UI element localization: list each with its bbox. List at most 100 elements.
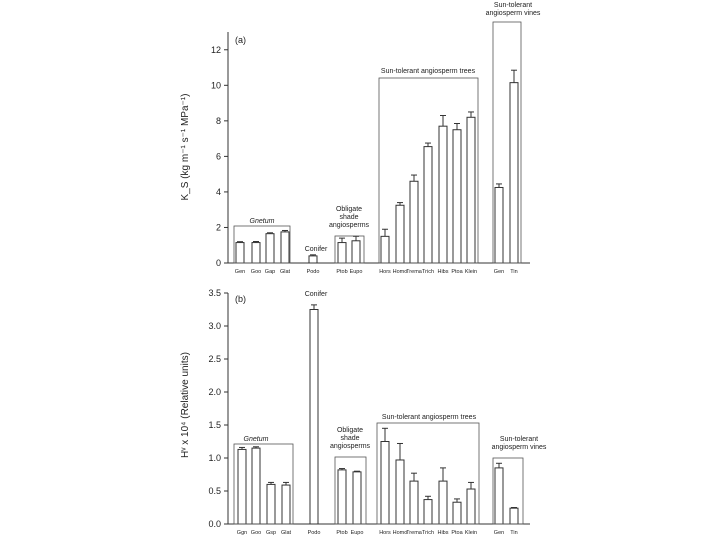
bar <box>494 467 504 525</box>
bar <box>251 242 261 264</box>
category-label: Homo <box>393 269 408 275</box>
category-label: Goo <box>251 269 261 275</box>
category-label: Glat <box>280 269 291 275</box>
category-label: Tin <box>510 530 517 536</box>
group-box <box>376 422 480 525</box>
category-label: Trich <box>422 269 434 275</box>
category-label: Ptoa <box>451 269 463 275</box>
y-axis-label: Hᵛ x 10⁴ (Relative units) <box>180 352 191 458</box>
y-tick-label: 2 <box>216 222 221 232</box>
group-label: Obligate shade angiosperms <box>329 206 370 229</box>
group-box <box>233 225 291 264</box>
y-axis-label: K_S (kg m⁻¹ s⁻¹ MPa⁻¹) <box>180 94 191 201</box>
group-label: Obligate shade angiosperms <box>330 427 371 450</box>
category-label: Gen <box>494 530 504 536</box>
bar <box>494 186 504 264</box>
group-label: Gnetum <box>250 218 275 225</box>
group-label: Sun-tolerant angiosperm trees <box>381 68 476 75</box>
group-box <box>378 77 479 264</box>
bar <box>466 116 476 264</box>
group-box <box>492 21 522 264</box>
group-box <box>492 457 524 525</box>
bar <box>438 125 448 264</box>
bar <box>309 309 319 525</box>
panel-label: (a) <box>235 35 246 45</box>
y-tick-label: 0 <box>216 258 221 268</box>
category-label: Gen <box>494 269 504 275</box>
category-label: Ptoa <box>451 530 463 536</box>
category-label: Hors <box>379 269 391 275</box>
group-label: Conifer <box>305 291 328 298</box>
bar <box>466 488 476 525</box>
category-label: Podo <box>308 530 321 536</box>
y-tick-label: 1.5 <box>208 420 221 430</box>
y-tick-label: 8 <box>216 116 221 126</box>
y-tick-label: 0.5 <box>208 486 221 496</box>
group-label: Sun-tolerant angiosperm vines <box>492 436 547 451</box>
bar <box>352 471 362 525</box>
bar <box>266 483 276 525</box>
group-label: Conifer <box>305 246 328 253</box>
panel-a: 0 2 4 6 8 10 12 (a) K_S (kg m⁻¹ s⁻¹ MPa⁻¹) Gen Goo… <box>180 2 541 275</box>
category-label: Ggn <box>237 530 247 536</box>
bar <box>395 459 405 525</box>
y-tick-label: 3.5 <box>208 288 221 298</box>
category-label: Klein <box>465 530 477 536</box>
category-label: Gen <box>235 269 245 275</box>
category-label: Ptob <box>336 269 347 275</box>
panel-b: 0.0 0.5 1.0 1.5 2.0 2.5 3.0 3.5 (b) Hᵛ x 10⁴ (Rel… <box>180 288 547 536</box>
bar <box>308 255 318 264</box>
bar <box>265 233 275 264</box>
bar <box>423 499 433 525</box>
y-tick-label: 12 <box>211 45 221 55</box>
group-box <box>334 456 367 525</box>
panel-label: (b) <box>235 294 246 304</box>
category-label: Eupo <box>351 530 364 536</box>
category-label: Trema <box>406 530 423 536</box>
category-label: Podo <box>307 269 320 275</box>
bar <box>409 480 419 525</box>
bar <box>438 480 448 525</box>
category-label: Ptob <box>336 530 347 536</box>
bar <box>452 129 462 264</box>
group-box <box>233 443 294 525</box>
bar <box>235 242 245 264</box>
bar <box>337 469 347 525</box>
category-label: Goo <box>251 530 261 536</box>
category-label: Homo <box>393 530 408 536</box>
category-label: Glat <box>281 530 292 536</box>
y-tick-label: 2.0 <box>208 387 221 397</box>
category-label: Gsp <box>266 530 276 536</box>
bar <box>509 82 519 264</box>
y-tick-label: 0.0 <box>208 519 221 529</box>
group-box <box>334 235 365 264</box>
category-label: Tin <box>510 269 517 275</box>
y-tick-label: 1.0 <box>208 453 221 463</box>
category-label: Klein <box>465 269 477 275</box>
category-label: Trema <box>406 269 423 275</box>
bar <box>380 441 390 525</box>
bar <box>380 235 390 264</box>
bar <box>237 448 247 525</box>
category-label: Hors <box>379 530 391 536</box>
y-tick-label: 2.5 <box>208 354 221 364</box>
bar <box>423 146 433 264</box>
bar <box>280 231 290 264</box>
bar <box>395 204 405 264</box>
group-label: Gnetum <box>244 436 269 443</box>
category-label: Gap <box>265 269 275 275</box>
bar <box>509 507 519 525</box>
bar <box>281 484 291 525</box>
group-label: Sun-tolerant angiosperm vines <box>486 2 541 17</box>
category-label: Hibs <box>437 269 448 275</box>
bar <box>337 242 347 264</box>
category-label: Trich <box>422 530 434 536</box>
bar <box>409 180 419 264</box>
y-tick-label: 3.0 <box>208 321 221 331</box>
bar <box>351 240 361 264</box>
bar <box>452 501 462 525</box>
category-label: Hibs <box>437 530 448 536</box>
y-tick-label: 6 <box>216 151 221 161</box>
y-tick-label: 10 <box>211 80 221 90</box>
